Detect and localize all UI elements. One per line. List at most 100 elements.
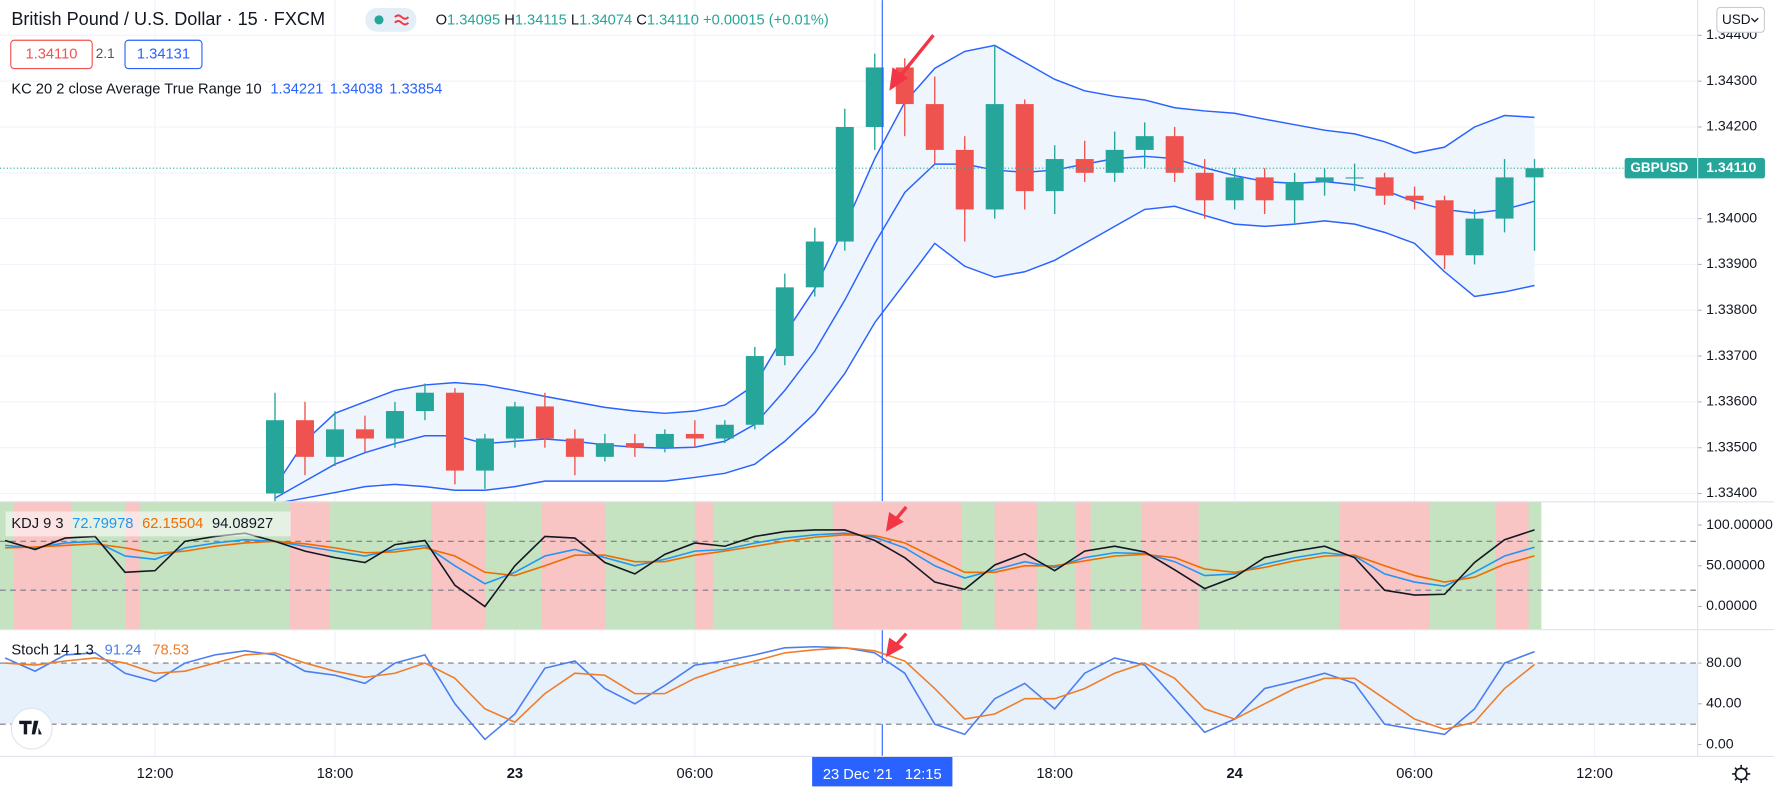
ohlc-value: 1.34110 (647, 12, 699, 28)
x-tick-label: 06:00 (1396, 766, 1433, 782)
candle-body (1375, 177, 1394, 196)
candle-body (1285, 181, 1304, 201)
candle-body (445, 392, 464, 471)
candle-body (685, 433, 704, 439)
currency: USD (1722, 12, 1751, 27)
candle-body (805, 241, 824, 288)
ohlc-value: 1.34115 (515, 12, 567, 28)
settings-icon[interactable] (1732, 764, 1751, 783)
y-tick-label: 50.00000 (1706, 557, 1765, 573)
candle-body (1435, 200, 1454, 256)
x-tick-label: 23 (507, 766, 523, 782)
legend-value: 94.08927 (212, 516, 273, 532)
kdj-legend: KDJ 9 3 72.79978 62.15504 94.08927 (11, 516, 273, 532)
y-tick-label: 1.33800 (1706, 301, 1757, 317)
candle-body (1015, 104, 1034, 192)
candle-body (1345, 177, 1364, 179)
legend-value: 1.33854 (389, 81, 442, 97)
candle-body (1405, 195, 1424, 201)
legend-box (5, 511, 291, 537)
candle-body (715, 424, 734, 439)
y-tick-label: 40.00 (1706, 695, 1741, 711)
candle-body (1135, 136, 1154, 150)
y-tick-label: 1.34000 (1706, 209, 1757, 225)
candle-body (775, 287, 794, 357)
logo[interactable] (10, 707, 53, 750)
buy-button[interactable] (124, 39, 203, 70)
indicator-title: KDJ 9 3 (11, 516, 63, 532)
y-tick-label: 0.00000 (1706, 597, 1757, 613)
symbol-title: British Pound / U.S. Dollar · 15 · FXCM (11, 9, 325, 29)
candle-body (385, 411, 404, 439)
visibility-pill[interactable] (365, 8, 417, 32)
candle-body (625, 443, 644, 448)
ohlc-label: L (571, 12, 579, 28)
legend-value: 1.34038 (330, 81, 383, 97)
candle-body (1075, 159, 1094, 173)
y-tick-label: 1.33600 (1706, 393, 1757, 409)
dropdown-caret (1750, 17, 1759, 23)
crosshair-label-box (812, 756, 953, 787)
arrow (898, 34, 935, 79)
bearish-zone (289, 501, 329, 630)
price-tag-symbol: GBPUSD (1630, 160, 1688, 175)
candle-body (325, 429, 344, 457)
legend-value: 1.34221 (270, 81, 323, 97)
overlay-legend: KC 20 2 close Average True Range 10 1.34… (11, 81, 442, 97)
candle-body (655, 433, 674, 448)
legend-value: 91.24 (105, 643, 142, 659)
ohlc-value: 1.34095 (447, 12, 500, 28)
level-band (0, 663, 1698, 725)
stoch-legend: Stoch 14 1 3 91.24 78.53 (11, 643, 189, 659)
currency-select[interactable] (1716, 6, 1765, 33)
candle-body (1255, 177, 1274, 201)
y-tick-label: 1.33700 (1706, 347, 1757, 363)
y-tick-label: 1.34200 (1706, 118, 1757, 134)
y-tick-label: 1.33500 (1706, 438, 1757, 454)
indicator-line (4, 529, 1535, 608)
spread: 2.1 (96, 46, 115, 61)
crosshair-label: 23 Dec '21 12:15 (823, 767, 942, 783)
arrow-head (885, 637, 904, 658)
x-tick-label: 12:00 (1576, 766, 1613, 782)
bearish-zone (1075, 501, 1091, 630)
sell-price: 1.34110 (25, 46, 77, 62)
wave-icon (394, 14, 410, 26)
ohlc-values: O1.34095 H1.34115 L1.34074 C1.34110 +0.0… (436, 12, 829, 28)
y-tick-label: 1.34300 (1706, 72, 1757, 88)
bearish-zone (541, 501, 605, 630)
sell-button[interactable] (10, 39, 93, 70)
indicator-line (5, 532, 1535, 587)
eye-icon (374, 15, 384, 25)
candle-body (1045, 159, 1064, 192)
price-tag-value: 1.34110 (1706, 159, 1756, 175)
candle-body (295, 420, 314, 457)
candle-body (475, 438, 494, 471)
indicator-line (5, 534, 1535, 583)
candle-body (835, 126, 854, 242)
ohlc-label: O (436, 12, 447, 28)
band-line (274, 205, 1535, 505)
candle-body (745, 356, 764, 425)
indicator-title: Stoch 14 1 3 (11, 643, 93, 659)
price-tag (1624, 158, 1765, 179)
candle-body (266, 420, 284, 494)
logo-mark (19, 720, 42, 735)
x-tick-label: 18:00 (317, 766, 354, 782)
band-fill (274, 45, 1535, 504)
candle-body (355, 429, 374, 439)
x-tick-label: 24 (1226, 766, 1243, 782)
indicator-line (5, 646, 1536, 731)
candle-body (415, 392, 434, 412)
arrow-head (889, 67, 909, 91)
candle-body (1195, 172, 1214, 201)
ohlc-label: H (504, 12, 515, 28)
candle-body (1465, 218, 1484, 256)
bearish-zone (1141, 501, 1199, 630)
change-value: +0.00015 (+0.01%) (703, 12, 829, 28)
candle-body (985, 104, 1004, 210)
y-tick-label: 1.33400 (1706, 484, 1757, 500)
y-tick-label: 0.00 (1706, 735, 1734, 751)
